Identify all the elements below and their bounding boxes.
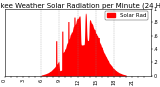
Title: Milwaukee Weather Solar Radiation per Minute (24 Hours): Milwaukee Weather Solar Radiation per Mi… (0, 2, 160, 9)
Legend: Solar Rad: Solar Rad (105, 11, 148, 20)
